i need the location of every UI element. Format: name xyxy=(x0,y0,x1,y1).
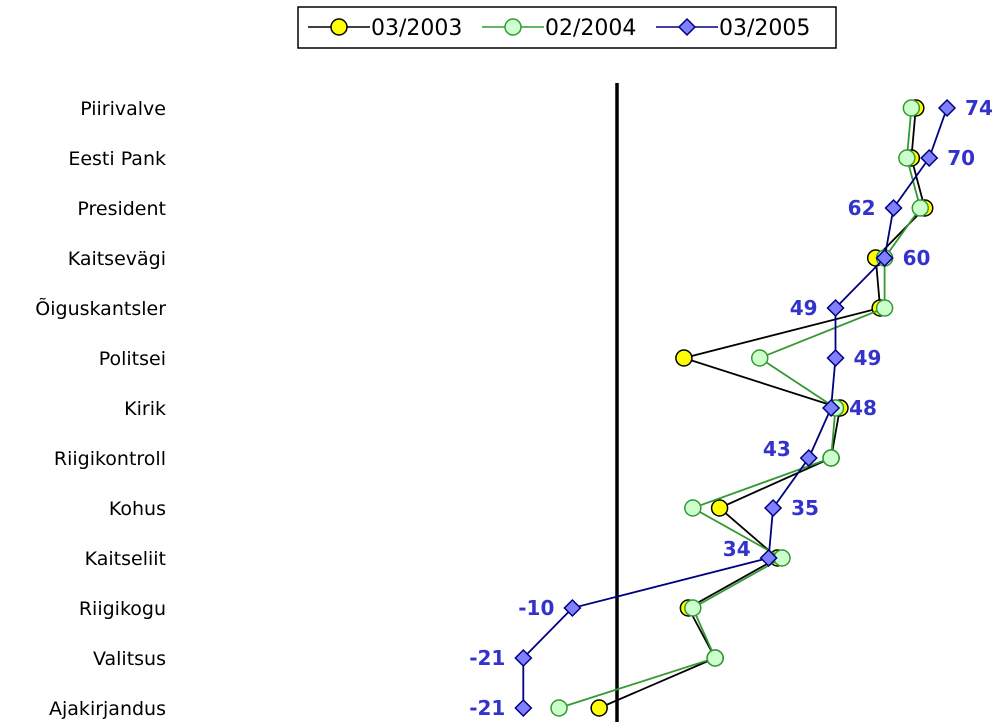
series-1 xyxy=(590,99,934,717)
series-point xyxy=(911,199,930,217)
legend-marker-2 xyxy=(504,18,522,36)
category-label: Kirik xyxy=(124,398,166,420)
series-3 xyxy=(514,98,957,718)
series-point xyxy=(514,648,533,668)
data-label: 49 xyxy=(790,296,818,320)
series-point xyxy=(920,148,939,168)
data-label: 70 xyxy=(947,146,975,170)
category-label: Kaitseliit xyxy=(85,548,166,570)
data-label: -10 xyxy=(518,596,554,620)
series-point xyxy=(875,248,894,268)
series-point xyxy=(684,499,702,517)
series-point xyxy=(759,548,778,568)
legend-item-3: 03/2005 xyxy=(656,16,810,41)
legend-label-2: 02/2004 xyxy=(545,16,636,41)
data-label: -21 xyxy=(469,646,505,670)
legend-marker-1 xyxy=(330,18,348,36)
category-label: Riigikontroll xyxy=(54,448,166,470)
series-point xyxy=(563,598,582,618)
series-point xyxy=(706,649,724,667)
data-label: 34 xyxy=(723,537,751,561)
series-point xyxy=(514,698,533,718)
series-point xyxy=(550,699,568,717)
data-label: 62 xyxy=(848,196,876,220)
series-point xyxy=(799,448,818,468)
data-label: 60 xyxy=(903,246,931,270)
data-label: 43 xyxy=(763,437,791,461)
series-point xyxy=(750,349,769,367)
category-label: President xyxy=(77,198,166,220)
data-label: -21 xyxy=(469,696,505,720)
category-label: Valitsus xyxy=(93,648,166,670)
category-label: Politsei xyxy=(99,348,166,370)
legend-item-2: 02/2004 xyxy=(482,16,636,41)
series-line xyxy=(522,107,948,708)
category-label: Riigikogu xyxy=(79,598,166,620)
series-point xyxy=(884,198,903,218)
series-point xyxy=(675,349,693,367)
series-point xyxy=(764,498,783,518)
legend-item-1: 03/2003 xyxy=(308,16,462,41)
legend-box xyxy=(297,6,837,49)
legend-label-1: 03/2003 xyxy=(371,16,462,41)
series-point xyxy=(590,699,608,717)
series-point xyxy=(902,99,921,117)
series-point xyxy=(937,98,957,118)
series-point xyxy=(822,449,840,467)
category-label: Kaitsevägi xyxy=(68,248,166,270)
data-label: 48 xyxy=(849,396,877,420)
category-label: Õiguskantsler xyxy=(35,297,166,320)
series-point xyxy=(710,499,729,517)
data-label: 35 xyxy=(791,496,819,520)
category-label: Piirivalve xyxy=(80,98,166,120)
series-point xyxy=(684,599,702,617)
data-label: 74 xyxy=(965,96,993,120)
series-point xyxy=(826,298,845,318)
series-layer xyxy=(514,98,957,718)
series-point xyxy=(822,398,841,418)
series-point xyxy=(826,348,845,368)
category-labels: Piirivalve Eesti Pank President Kaitsevägi Õ… xyxy=(35,98,166,720)
category-label: Eesti Pank xyxy=(68,148,166,170)
category-label: Ajakirjandus xyxy=(49,698,166,720)
legend-label-3: 03/2005 xyxy=(719,16,810,41)
legend: 03/2003 02/2004 03/2005 xyxy=(297,6,837,49)
category-label: Kohus xyxy=(109,498,166,520)
series-point xyxy=(898,149,916,167)
series-point xyxy=(875,299,894,317)
data-label: 49 xyxy=(854,346,882,370)
legend-marker-3 xyxy=(677,17,697,37)
data-labels: 74 70 62 60 49 49 48 43 35 34 -10 -21 -21 xyxy=(469,96,993,720)
